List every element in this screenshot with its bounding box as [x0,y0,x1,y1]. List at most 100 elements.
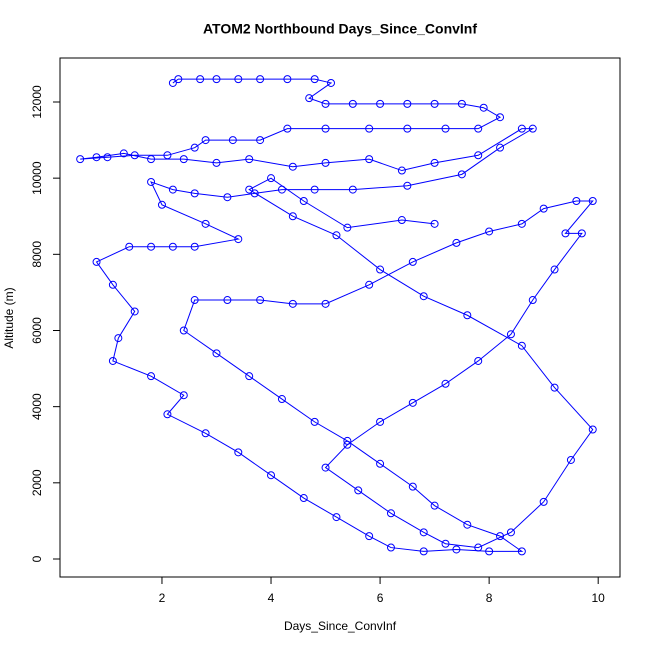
data-point [119,149,128,158]
data-point [147,177,156,186]
data-point [550,383,559,392]
data-point [125,242,134,251]
data-point [130,151,139,160]
y-tick-label: 6000 [30,317,44,344]
data-point [277,185,286,194]
data-point [408,257,417,266]
data-point [212,75,221,84]
data-point [163,410,172,419]
data-point [168,78,177,87]
data-point [212,349,221,358]
data-point [332,513,341,522]
data-point [190,296,199,305]
data-point [517,547,526,556]
data-point [506,528,515,537]
x-tick-label: 4 [268,591,275,605]
data-point [288,162,297,171]
data-point [419,528,428,537]
data-point [550,265,559,274]
data-point [517,341,526,350]
data-point [283,124,292,133]
data-point [196,75,205,84]
data-point [92,257,101,266]
data-point [348,99,357,108]
x-tick-label: 6 [377,591,384,605]
data-point [223,193,232,202]
data-point [267,174,276,183]
data-point [365,532,374,541]
y-axis-label: Altitude (m) [2,287,16,348]
data-point [430,219,439,228]
data-point [321,99,330,108]
data-point [496,143,505,152]
data-point [365,155,374,164]
y-tick-label: 4000 [30,393,44,420]
data-point [539,497,548,506]
data-point [157,200,166,209]
data-point [190,242,199,251]
data-point [452,238,461,247]
data-point [179,155,188,164]
data-point [277,395,286,404]
data-point [108,280,117,289]
x-tick-label: 2 [159,591,166,605]
data-point [343,440,352,449]
y-tick-label: 0 [30,555,44,562]
data-point [245,155,254,164]
y-tick-label: 12000 [30,85,44,119]
data-point [163,151,172,160]
y-tick-label: 10000 [30,161,44,195]
data-point [212,158,221,167]
data-point [588,197,597,206]
data-point [496,113,505,122]
data-point [256,136,265,145]
data-point [256,296,265,305]
data-point [474,151,483,160]
data-point [419,547,428,556]
data-point [321,463,330,472]
data-point [299,494,308,503]
data-point [517,219,526,228]
data-point [485,547,494,556]
data-point [376,417,385,426]
data-point [348,185,357,194]
data-point [430,99,439,108]
data-point [321,158,330,167]
data-point [474,124,483,133]
y-tick-label: 2000 [30,469,44,496]
data-point [343,436,352,445]
data-point [419,292,428,301]
data-point [365,124,374,133]
data-point [430,501,439,510]
data-point [474,356,483,365]
data-point [305,94,314,103]
data-point [577,229,586,238]
data-point [441,379,450,388]
data-point [403,99,412,108]
data-point [288,212,297,221]
data-point [588,425,597,434]
data-point [201,429,210,438]
data-point [441,539,450,548]
data-point [147,372,156,381]
x-tick-label: 8 [486,591,493,605]
data-point [310,75,319,84]
data-point [441,124,450,133]
data-point [76,155,85,164]
data-point [245,372,254,381]
data-point [283,75,292,84]
data-point [245,185,254,194]
data-point [463,311,472,320]
data-point [321,299,330,308]
data-point [299,197,308,206]
data-point [168,185,177,194]
data-point [408,398,417,407]
data-point [430,158,439,167]
data-point [496,532,505,541]
data-point [376,99,385,108]
data-point [343,223,352,232]
data-point [457,99,466,108]
data-point [517,124,526,133]
data-point [528,296,537,305]
data-point [539,204,548,213]
